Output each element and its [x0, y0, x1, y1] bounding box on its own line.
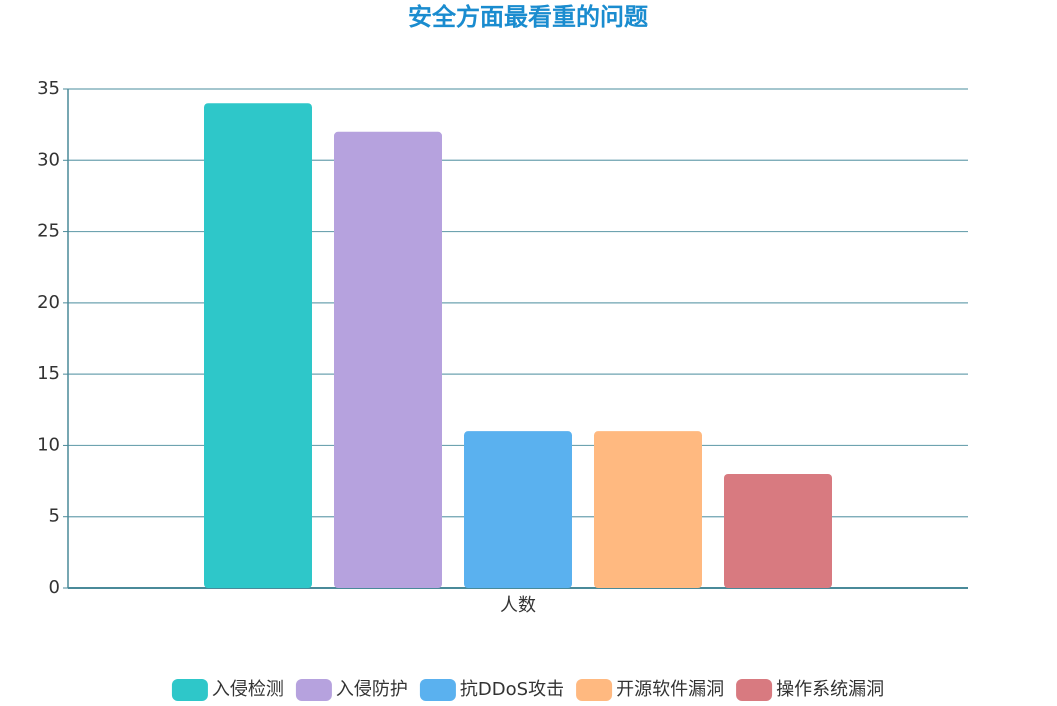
x-tick-label: 人数 — [500, 595, 536, 616]
legend-label: 入侵防护 — [336, 679, 408, 700]
legend-label: 开源软件漏洞 — [616, 679, 724, 700]
y-tick-label: 10 — [37, 434, 60, 455]
y-tick-label: 30 — [37, 149, 60, 170]
chart-title: 安全方面最看重的问题 — [408, 3, 648, 31]
legend-swatch — [576, 679, 613, 701]
y-tick-label: 0 — [49, 577, 60, 598]
y-tick-label: 5 — [49, 506, 60, 527]
y-tick-label: 20 — [37, 292, 60, 313]
legend-swatch — [419, 679, 456, 701]
bar — [334, 131, 442, 588]
bar — [594, 431, 702, 588]
bar — [724, 473, 832, 588]
legend-swatch — [736, 679, 773, 701]
y-tick-label: 25 — [37, 221, 60, 242]
legend-swatch — [171, 679, 208, 701]
legend-label: 操作系统漏洞 — [776, 679, 884, 700]
bar — [464, 431, 572, 588]
legend-swatch — [295, 679, 332, 701]
y-tick-label: 35 — [37, 78, 60, 99]
bar — [204, 103, 312, 588]
legend-label: 入侵检测 — [212, 679, 284, 700]
legend-label: 抗DDoS攻击 — [460, 679, 564, 700]
y-tick-label: 15 — [37, 363, 60, 384]
